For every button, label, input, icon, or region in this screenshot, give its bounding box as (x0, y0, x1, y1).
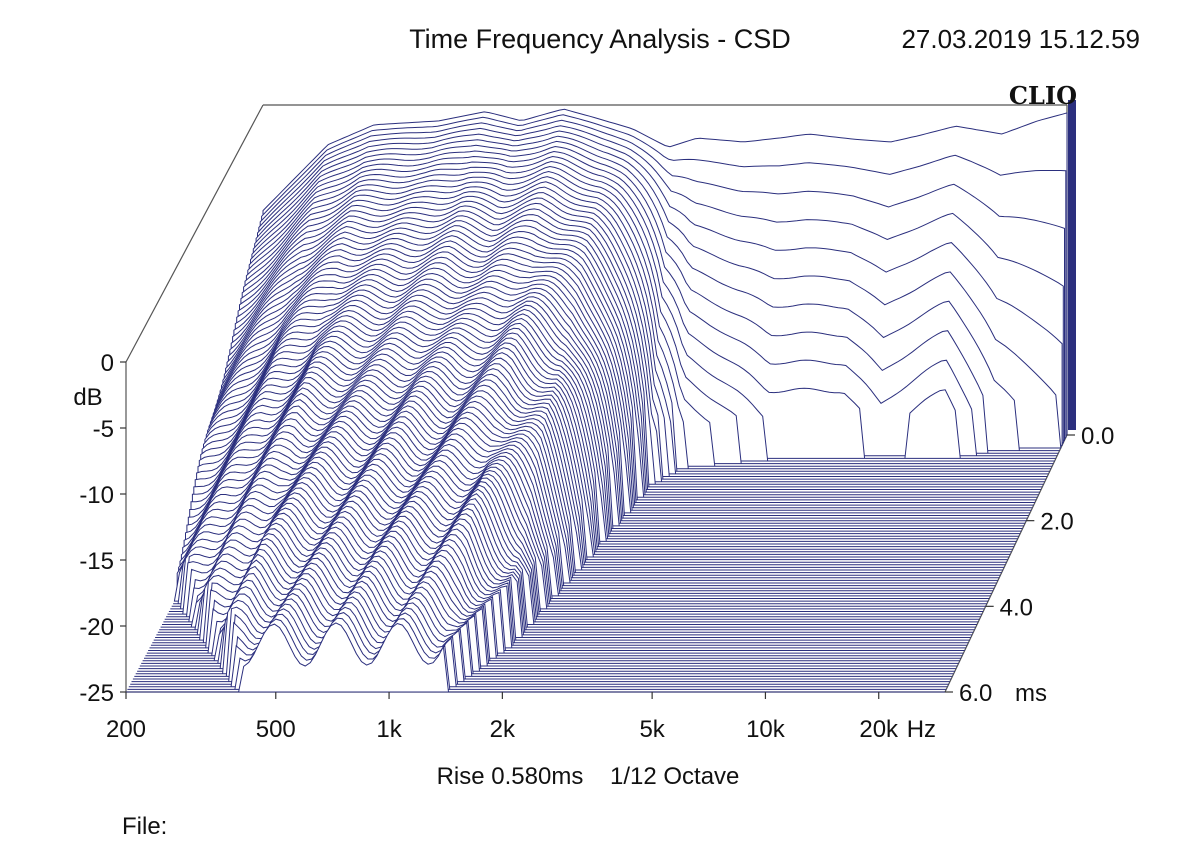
timestamp: 27.03.2019 15.12.59 (901, 24, 1140, 54)
time-tick-label: 0.0 (1081, 423, 1114, 450)
x-tick-label: 200 (106, 716, 146, 743)
time-tick-label: 4.0 (1000, 594, 1033, 621)
time-axis: 0.0 2.0 4.0 6.0 ms (945, 423, 1114, 707)
analysis-settings: Rise 0.580ms 1/12 Octave (437, 763, 740, 790)
file-label: File: (122, 813, 167, 840)
x-tick-label: 5k (639, 716, 665, 743)
y-tick-label: -10 (79, 482, 114, 509)
chart-title: Time Frequency Analysis - CSD (409, 24, 791, 54)
x-tick-label: 1k (376, 716, 402, 743)
time-colorbar (1068, 100, 1076, 430)
x-tick-label: 10k (746, 716, 786, 743)
decay-slice (126, 622, 945, 693)
x-tick-label: 500 (256, 716, 296, 743)
y-axis: 0 -5 -10 -15 -20 -25 (79, 350, 126, 707)
brand-logo: CLIO (1009, 81, 1077, 110)
y-tick-label: 0 (101, 350, 114, 377)
frame-edge (944, 434, 1068, 693)
x-tick-label: 2k (490, 716, 516, 743)
time-tick-label: 2.0 (1040, 509, 1073, 536)
time-axis-unit: ms (1015, 680, 1047, 707)
x-tick-label: 20k (859, 716, 899, 743)
waterfall-slices (126, 108, 1068, 693)
y-axis-unit: dB (73, 384, 102, 411)
y-tick-label: -5 (93, 416, 114, 443)
y-tick-label: -25 (79, 680, 114, 707)
frame-edge (125, 104, 264, 363)
y-tick-label: -20 (79, 614, 114, 641)
x-axis: 200 500 1k 2k 5k 10k 20k Hz (106, 692, 936, 743)
x-axis-unit: Hz (907, 716, 936, 743)
y-tick-label: -15 (79, 548, 114, 575)
time-tick-label: 6.0 (959, 680, 992, 707)
